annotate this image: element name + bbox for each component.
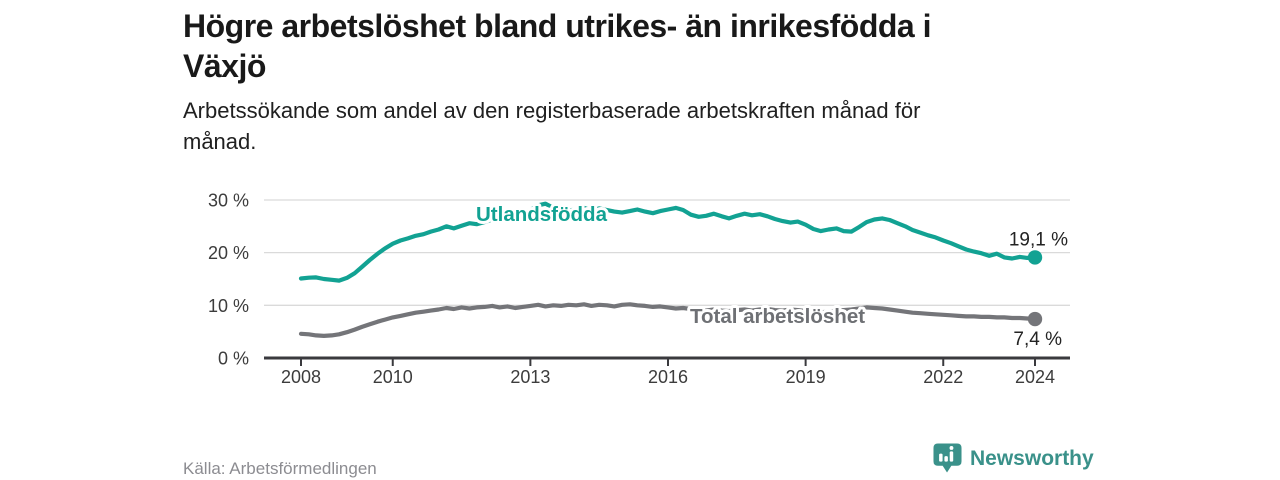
svg-text:10 %: 10 % — [208, 296, 249, 316]
series-end-value-1: 7,4 % — [1013, 329, 1062, 350]
series-end-dot-0 — [1027, 250, 1043, 265]
newsworthy-logo-text: Newsworthy — [970, 446, 1094, 470]
series-label-0: Utlandsfödda — [476, 203, 608, 226]
svg-text:20 %: 20 % — [208, 243, 249, 263]
series-end-value-0: 19,1 % — [1009, 229, 1068, 250]
svg-text:30 %: 30 % — [208, 190, 249, 210]
svg-text:2024: 2024 — [1015, 367, 1055, 387]
svg-text:2022: 2022 — [923, 367, 963, 387]
newsworthy-brand-link[interactable]: Newsworthy — [933, 443, 1094, 474]
svg-text:0 %: 0 % — [218, 349, 249, 369]
svg-text:2016: 2016 — [648, 367, 688, 387]
svg-text:2019: 2019 — [786, 367, 826, 387]
svg-text:2008: 2008 — [281, 367, 321, 387]
newsworthy-logo-icon — [933, 443, 962, 473]
page-title: Högre arbetslöshet bland utrikes- än inr… — [183, 8, 932, 84]
svg-text:2013: 2013 — [510, 367, 550, 387]
series-label-1: Total arbetslöshet — [690, 305, 865, 328]
source-text: Källa: Arbetsförmedlingen — [183, 459, 377, 478]
page-subtitle: Arbetssökande som andel av den registerb… — [183, 98, 921, 154]
series-end-dot-1 — [1027, 311, 1043, 327]
svg-text:2010: 2010 — [373, 367, 413, 387]
